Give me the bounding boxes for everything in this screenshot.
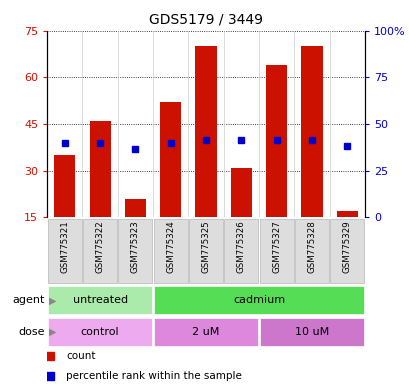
Text: GSM775326: GSM775326	[236, 221, 245, 273]
Text: GSM775328: GSM775328	[307, 221, 316, 273]
FancyBboxPatch shape	[330, 219, 363, 283]
Text: ▶: ▶	[49, 295, 56, 305]
Text: GSM775321: GSM775321	[60, 221, 69, 273]
Text: GSM775325: GSM775325	[201, 221, 210, 273]
Bar	[54, 155, 75, 217]
Bar	[89, 121, 110, 217]
Text: cadmium: cadmium	[232, 295, 284, 305]
Text: GSM775323: GSM775323	[130, 221, 139, 273]
FancyBboxPatch shape	[48, 286, 152, 314]
Text: ▶: ▶	[49, 327, 56, 337]
FancyBboxPatch shape	[48, 318, 152, 346]
FancyBboxPatch shape	[153, 286, 363, 314]
FancyBboxPatch shape	[189, 219, 222, 283]
FancyBboxPatch shape	[294, 219, 328, 283]
FancyBboxPatch shape	[153, 219, 187, 283]
Text: GSM775327: GSM775327	[272, 221, 281, 273]
Bar	[265, 65, 287, 217]
Text: dose: dose	[18, 327, 45, 337]
Text: GSM775322: GSM775322	[95, 221, 104, 273]
Text: percentile rank within the sample: percentile rank within the sample	[66, 371, 241, 381]
Bar	[336, 211, 357, 217]
Bar	[124, 199, 146, 217]
Text: GSM775329: GSM775329	[342, 221, 351, 273]
FancyBboxPatch shape	[224, 219, 258, 283]
Text: GSM775324: GSM775324	[166, 221, 175, 273]
Text: control: control	[81, 327, 119, 337]
Bar	[230, 167, 251, 217]
FancyBboxPatch shape	[259, 318, 363, 346]
FancyBboxPatch shape	[153, 318, 258, 346]
FancyBboxPatch shape	[83, 219, 117, 283]
Text: GDS5179 / 3449: GDS5179 / 3449	[148, 13, 263, 27]
Text: untreated: untreated	[72, 295, 127, 305]
Text: 2 uM: 2 uM	[192, 327, 219, 337]
FancyBboxPatch shape	[48, 219, 81, 283]
Bar	[195, 46, 216, 217]
Bar	[301, 46, 322, 217]
Bar	[160, 102, 181, 217]
Text: 10 uM: 10 uM	[294, 327, 328, 337]
Text: count: count	[66, 351, 95, 361]
FancyBboxPatch shape	[118, 219, 152, 283]
Text: agent: agent	[13, 295, 45, 305]
FancyBboxPatch shape	[259, 219, 293, 283]
